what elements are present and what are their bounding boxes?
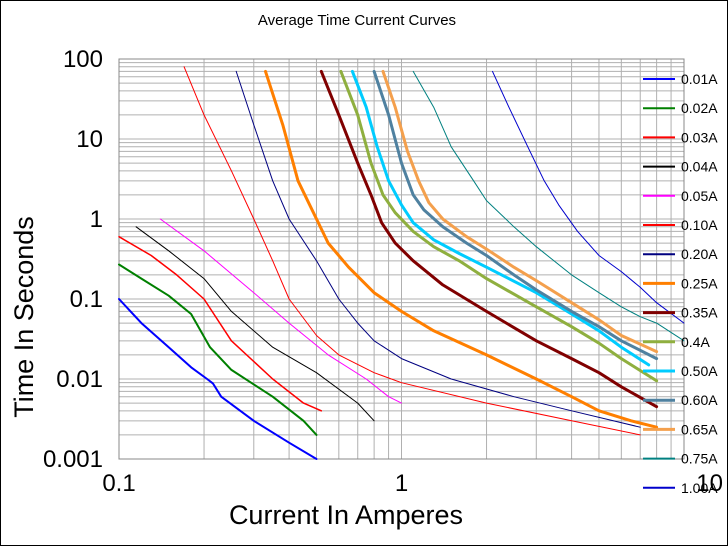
legend-label: 0.04A [681,159,718,175]
series-line-11 [350,69,651,367]
x-tick-label: 0.1 [102,470,135,497]
series-line-9 [319,69,659,409]
legend-label: 0.75A [681,451,718,467]
plot-area-border [118,58,685,460]
series-lines [118,66,685,460]
series-line-14 [412,70,685,342]
series-line-10 [339,69,659,383]
legend-label: 0.05A [681,188,718,204]
legend-label: 0.10A [681,217,718,233]
legend-label: 0.25A [681,275,718,291]
legend-label: 0.65A [681,421,718,437]
x-tick-label: 1 [395,470,408,497]
series-line-3 [118,235,323,412]
legend-label: 0.03A [681,129,718,145]
y-tick-label: 10 [76,126,103,153]
series-line-5 [159,218,402,404]
chart-title: Average Time Current Curves [258,12,456,29]
series-line-12 [372,69,659,361]
legend-label: 0.4A [681,334,710,350]
series-line-6 [183,66,641,436]
y-tick-label: 0.001 [43,446,103,473]
grid [118,58,685,460]
y-tick-label: 0.1 [70,286,103,313]
legend-label: 0.02A [681,100,718,116]
y-axis-label: Time In Seconds [9,216,39,418]
series-line-13 [381,69,659,354]
legend-label: 0.60A [681,392,718,408]
legend: 0.01A 0.02A 0.03A 0.04A 0.05A 0.10A 0.20A 0.25A… [643,71,718,496]
series-line-1 [118,298,318,460]
y-tick-label: 1 [90,206,103,233]
series-line-8 [264,69,659,429]
y-tick-label: 0.01 [56,366,103,393]
x-axis-label: Current In Amperes [229,500,463,530]
legend-label: 0.01A [681,71,718,87]
y-tick-label: 100 [63,46,103,73]
series-line-7 [235,70,641,428]
series-line-4 [135,226,375,422]
series-line-2 [118,263,318,436]
x-tick-label: 10 [696,470,723,497]
legend-label: 0.35A [681,305,718,321]
legend-label: 0.20A [681,246,718,262]
legend-label: 1.00A [681,480,718,496]
legend-label: 0.50A [681,363,718,379]
series-line-15 [492,70,685,324]
